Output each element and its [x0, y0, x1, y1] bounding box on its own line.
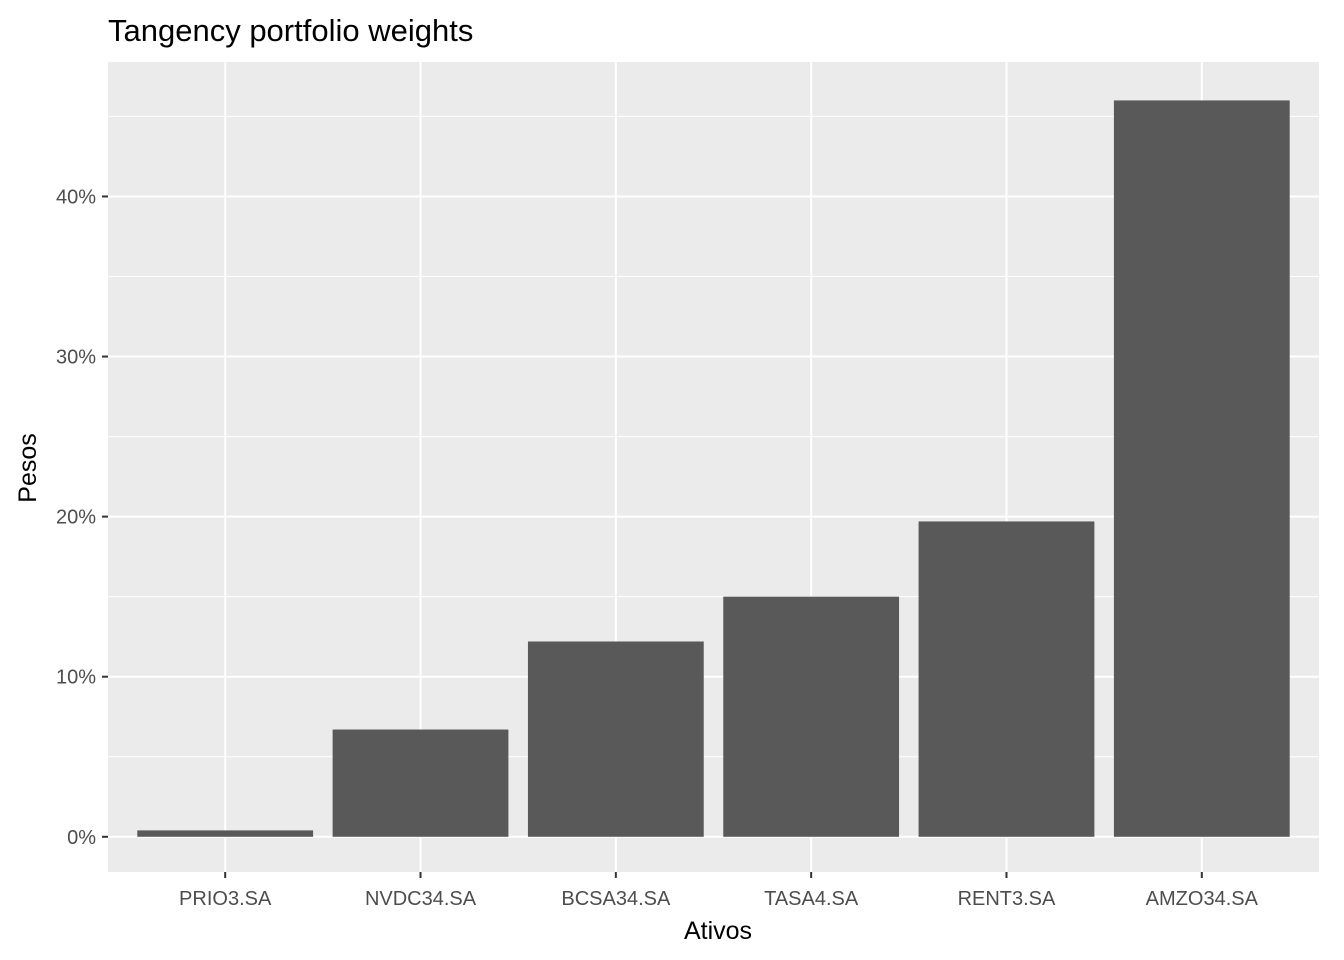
x-tick-label: RENT3.SA	[958, 888, 1056, 910]
x-tick-label: NVDC34.SA	[365, 888, 477, 910]
x-tick-label: PRIO3.SA	[179, 888, 272, 910]
x-tick-label: BCSA34.SA	[561, 888, 671, 910]
y-tick-label: 10%	[56, 667, 96, 689]
y-axis-title: Pesos	[14, 433, 42, 502]
bar	[527, 641, 704, 837]
x-axis-title: Ativos	[684, 917, 752, 945]
bar	[918, 521, 1095, 837]
y-tick-label: 20%	[56, 507, 96, 529]
bar	[1113, 100, 1290, 837]
y-axis: 0% 10% 20% 30% 40%	[56, 186, 108, 849]
bar	[332, 729, 509, 837]
y-tick-label: 40%	[56, 186, 96, 208]
y-tick-label: 30%	[56, 347, 96, 369]
bar	[137, 830, 314, 837]
x-tick-label: TASA4.SA	[764, 888, 859, 910]
chart-title: Tangency portfolio weights	[108, 13, 473, 48]
bar	[723, 596, 900, 837]
bars	[137, 100, 1290, 837]
x-axis: PRIO3.SA NVDC34.SA BCSA34.SA TASA4.SA RENT3.…	[179, 872, 1259, 910]
y-tick-label: 0%	[67, 827, 96, 849]
x-tick-label: AMZO34.SA	[1146, 888, 1259, 910]
